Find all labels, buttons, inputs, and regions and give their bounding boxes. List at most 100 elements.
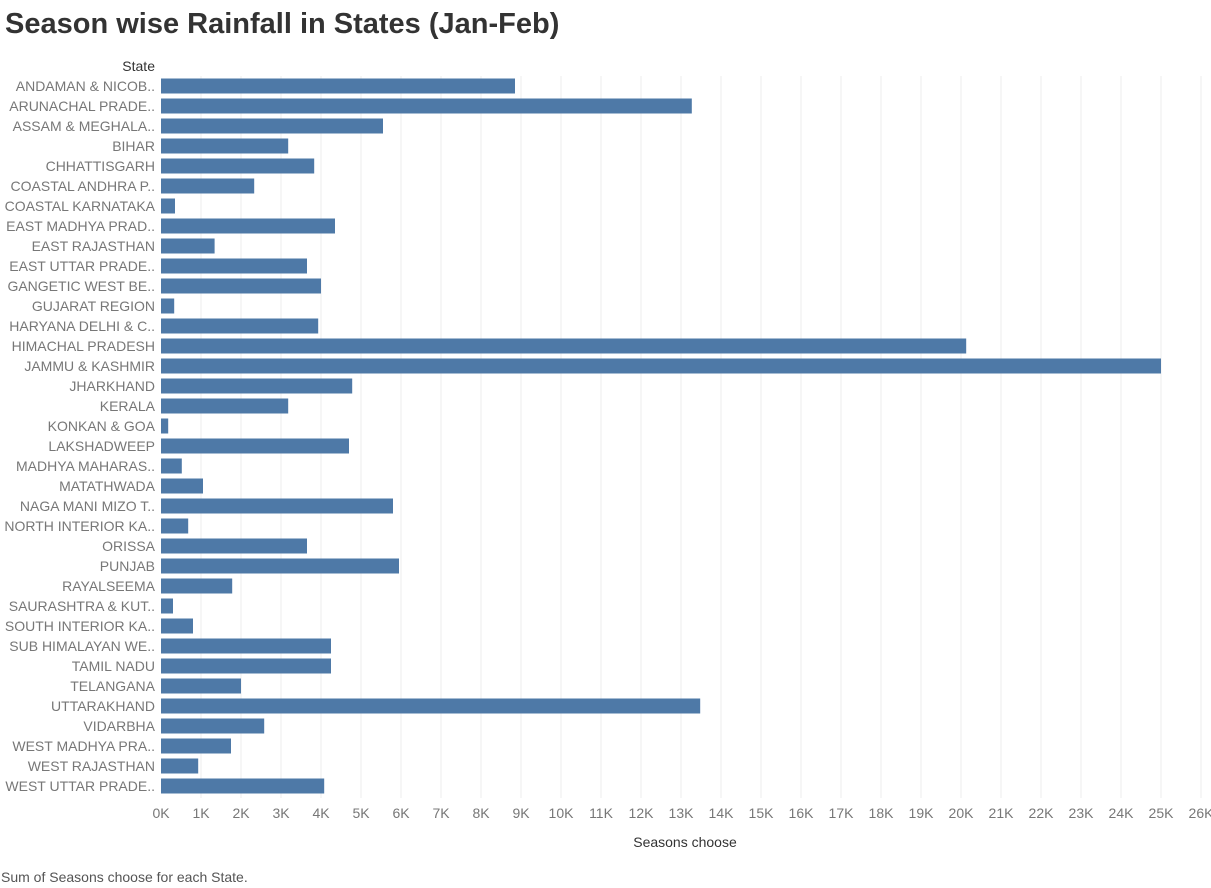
x-tick-label: 17K bbox=[829, 805, 855, 821]
category-label: EAST UTTAR PRADE.. bbox=[9, 258, 155, 274]
x-tick-label: 12K bbox=[629, 805, 655, 821]
x-tick-label: 22K bbox=[1029, 805, 1055, 821]
bar[interactable] bbox=[161, 338, 967, 354]
bar[interactable] bbox=[161, 178, 255, 194]
bar[interactable] bbox=[161, 758, 199, 774]
gridlines bbox=[200, 76, 1202, 798]
bar[interactable] bbox=[161, 778, 325, 794]
x-tick-label: 8K bbox=[472, 805, 490, 821]
bar[interactable] bbox=[161, 358, 1161, 374]
bar[interactable] bbox=[161, 598, 173, 614]
bar[interactable] bbox=[161, 278, 321, 294]
x-tick-label: 24K bbox=[1109, 805, 1135, 821]
x-tick-label: 15K bbox=[749, 805, 775, 821]
bar[interactable] bbox=[161, 658, 331, 674]
bar[interactable] bbox=[161, 438, 349, 454]
x-tick-label: 6K bbox=[392, 805, 410, 821]
bar[interactable] bbox=[161, 638, 331, 654]
x-tick-label: 0K bbox=[152, 805, 170, 821]
x-axis-title: Seasons choose bbox=[633, 834, 737, 850]
category-label: MATATHWADA bbox=[59, 478, 156, 494]
category-label: SUB HIMALAYAN WE.. bbox=[9, 638, 155, 654]
category-label: WEST RAJASTHAN bbox=[28, 758, 155, 774]
category-label: ASSAM & MEGHALA.. bbox=[13, 118, 155, 134]
x-axis-ticks: 0K 1K 2K 3K 4K 5K 6K 7K 8K 9K 10K 11K 12K 13K 14K 15K 16… bbox=[152, 805, 1211, 821]
bar[interactable] bbox=[161, 738, 231, 754]
category-label: JHARKHAND bbox=[69, 378, 155, 394]
x-tick-label: 19K bbox=[909, 805, 935, 821]
bar[interactable] bbox=[161, 418, 169, 434]
bar[interactable] bbox=[161, 218, 335, 234]
category-label: UTTARAKHAND bbox=[51, 698, 155, 714]
category-label: VIDARBHA bbox=[83, 718, 155, 734]
category-label: EAST RAJASTHAN bbox=[32, 238, 155, 254]
category-labels: ANDAMAN & NICOB.. ARUNACHAL PRADE.. ASSAM … bbox=[4, 78, 155, 794]
bar[interactable] bbox=[161, 538, 307, 554]
category-label: LAKSHADWEEP bbox=[48, 438, 155, 454]
category-label: SOUTH INTERIOR KA.. bbox=[5, 618, 155, 634]
category-label: HARYANA DELHI & C.. bbox=[9, 318, 155, 334]
category-label: ANDAMAN & NICOB.. bbox=[16, 78, 155, 94]
bar[interactable] bbox=[161, 718, 265, 734]
category-label: PUNJAB bbox=[100, 558, 155, 574]
category-label: TAMIL NADU bbox=[72, 658, 155, 674]
bar[interactable] bbox=[161, 138, 289, 154]
x-tick-label: 13K bbox=[669, 805, 695, 821]
bar[interactable] bbox=[161, 158, 315, 174]
category-label: RAYALSEEMA bbox=[62, 578, 156, 594]
category-label: COASTAL KARNATAKA bbox=[5, 198, 156, 214]
bar[interactable] bbox=[161, 558, 399, 574]
x-tick-label: 18K bbox=[869, 805, 895, 821]
x-tick-label: 11K bbox=[589, 805, 614, 821]
category-label: NORTH INTERIOR KA.. bbox=[4, 518, 155, 534]
bar[interactable] bbox=[161, 578, 233, 594]
bars bbox=[161, 78, 1161, 794]
x-tick-label: 3K bbox=[272, 805, 290, 821]
x-tick-label: 9K bbox=[512, 805, 530, 821]
x-tick-label: 5K bbox=[352, 805, 370, 821]
category-label: TELANGANA bbox=[70, 678, 155, 694]
category-label: WEST UTTAR PRADE.. bbox=[5, 778, 155, 794]
chart-caption: Sum of Seasons choose for each State. bbox=[1, 869, 248, 885]
category-label: COASTAL ANDHRA P.. bbox=[11, 178, 155, 194]
bar[interactable] bbox=[161, 398, 289, 414]
category-label: GUJARAT REGION bbox=[32, 298, 155, 314]
row-header: State bbox=[122, 58, 155, 74]
x-tick-label: 10K bbox=[549, 805, 575, 821]
category-label: ARUNACHAL PRADE.. bbox=[9, 98, 155, 114]
category-label: WEST MADHYA PRA.. bbox=[12, 738, 155, 754]
bar[interactable] bbox=[161, 458, 182, 474]
bar[interactable] bbox=[161, 678, 241, 694]
bar[interactable] bbox=[161, 478, 203, 494]
category-label: BIHAR bbox=[112, 138, 155, 154]
bar[interactable] bbox=[161, 78, 515, 94]
bar[interactable] bbox=[161, 698, 701, 714]
bar[interactable] bbox=[161, 198, 175, 214]
bar[interactable] bbox=[161, 98, 692, 114]
bar[interactable] bbox=[161, 518, 189, 534]
bar[interactable] bbox=[161, 378, 353, 394]
chart-title: Season wise Rainfall in States (Jan-Feb) bbox=[5, 8, 560, 40]
category-label: MADHYA MAHARAS.. bbox=[16, 458, 155, 474]
category-label: NAGA MANI MIZO T.. bbox=[20, 498, 155, 514]
x-tick-label: 2K bbox=[232, 805, 250, 821]
category-label: KONKAN & GOA bbox=[48, 418, 156, 434]
bar[interactable] bbox=[161, 298, 175, 314]
bar[interactable] bbox=[161, 618, 193, 634]
x-tick-label: 21K bbox=[989, 805, 1015, 821]
bar[interactable] bbox=[161, 498, 393, 514]
x-tick-label: 4K bbox=[312, 805, 330, 821]
x-tick-label: 14K bbox=[709, 805, 735, 821]
x-tick-label: 25K bbox=[1149, 805, 1175, 821]
bar[interactable] bbox=[161, 238, 215, 254]
x-tick-label: 23K bbox=[1069, 805, 1095, 821]
bar[interactable] bbox=[161, 118, 383, 134]
category-label: KERALA bbox=[100, 398, 156, 414]
category-label: EAST MADHYA PRAD.. bbox=[6, 218, 155, 234]
bar[interactable] bbox=[161, 318, 319, 334]
bar[interactable] bbox=[161, 258, 307, 274]
category-label: SAURASHTRA & KUT.. bbox=[9, 598, 155, 614]
category-label: CHHATTISGARH bbox=[46, 158, 155, 174]
x-tick-label: 16K bbox=[789, 805, 815, 821]
